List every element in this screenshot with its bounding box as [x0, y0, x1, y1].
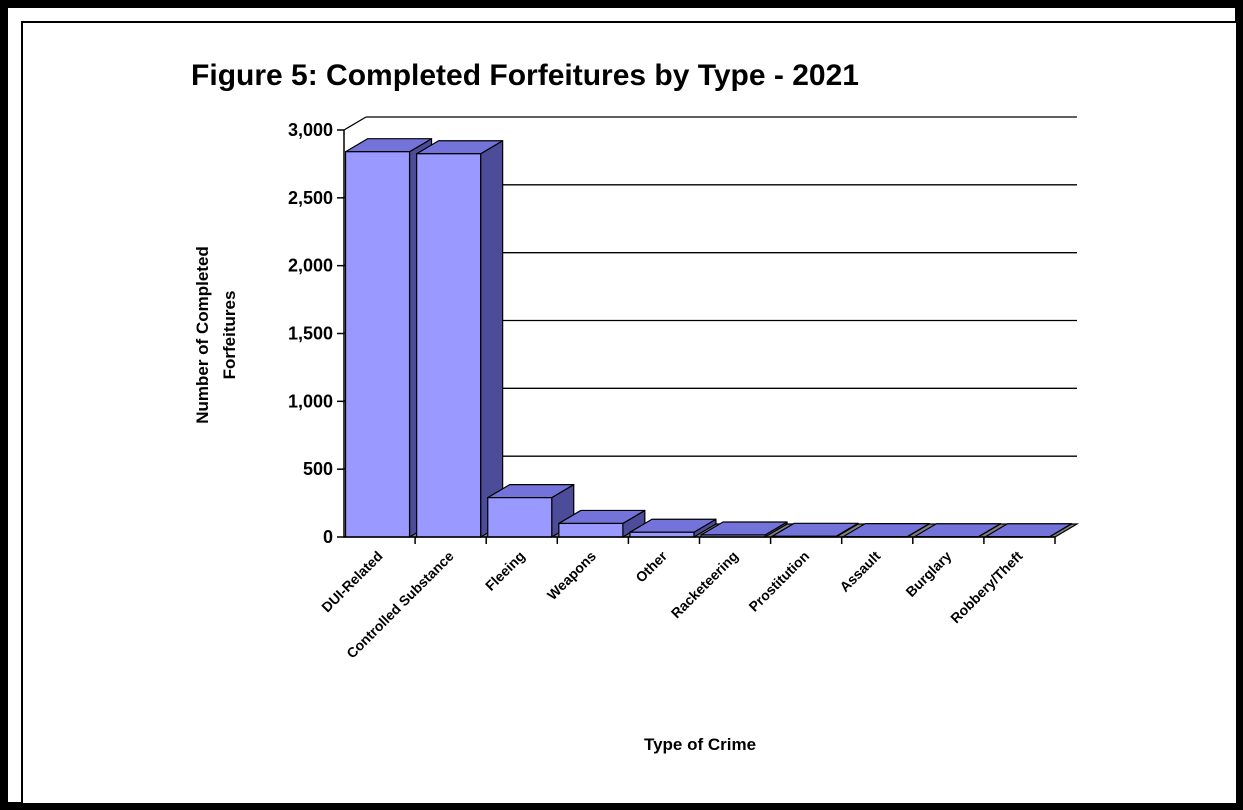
bars: [344, 138, 1073, 538]
y-tick-label-3: 1,500: [288, 324, 333, 344]
y-axis-title-line-2: Forfeitures: [220, 291, 239, 380]
x-axis-title: Type of Crime: [644, 735, 756, 754]
y-tick-label-4: 2,000: [288, 256, 333, 276]
x-category-label-2: Fleeing: [482, 548, 528, 594]
bar-2: [487, 484, 575, 538]
axes: [337, 129, 1056, 544]
x-category-label-4: Other: [632, 547, 670, 585]
x-category-label-3: Weapons: [544, 548, 599, 603]
y-axis-title-line-1: Number of Completed: [193, 246, 212, 424]
y-axis-title: Number of Completed Forfeitures: [193, 246, 239, 424]
bar-4: [629, 518, 717, 538]
y-tick-label-6: 3,000: [288, 120, 333, 140]
bar-5: [700, 521, 788, 538]
gridline-6: [343, 116, 1077, 131]
y-tick-labels: 0 500 1,000 1,500 2,000 2,500 3,000: [288, 120, 333, 547]
y-tick-label-5: 2,500: [288, 188, 333, 208]
x-category-label-5: Racketeering: [668, 548, 741, 621]
x-category-label-9: Robbery/Theft: [947, 548, 1026, 627]
x-category-label-7: Assault: [836, 548, 883, 595]
x-category-label-8: Burglary: [902, 548, 954, 600]
y-tick-label-0: 0: [323, 527, 333, 547]
bar-3: [558, 509, 646, 538]
bar-1: [416, 140, 504, 538]
chart-title: Figure 5: Completed Forfeitures by Type …: [191, 59, 859, 92]
x-category-label-0: DUI-Related: [318, 548, 385, 615]
y-tick-label-1: 500: [303, 459, 333, 479]
x-category-label-6: Prostitution: [745, 548, 812, 615]
inner-frame: [21, 21, 1238, 805]
y-tick-label-2: 1,000: [288, 391, 333, 411]
